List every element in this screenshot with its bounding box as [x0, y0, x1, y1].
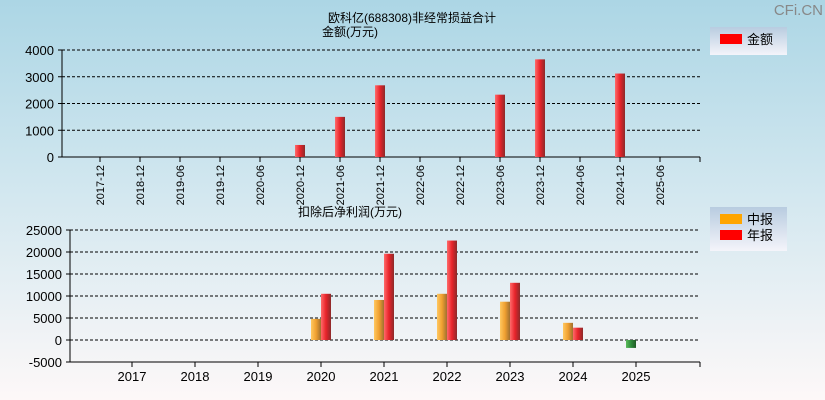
- x-tick-label: 2022: [433, 369, 462, 384]
- bar-2023-年报: [510, 282, 520, 340]
- chart1-title: 欧科亿(688308)非经常损益合计: [328, 10, 496, 25]
- x-tick-label: 2021: [370, 369, 399, 384]
- x-tick-label: 2020-06: [255, 165, 267, 205]
- legend-swatch: [720, 34, 742, 44]
- legend-swatch: [720, 214, 742, 224]
- chart2: -5000 0 5000 10000 15000 20000 25000 2017 2018 20…: [26, 207, 787, 384]
- bar-2021-06-金额: [335, 116, 345, 157]
- x-tick-label: 2021-06: [335, 165, 347, 205]
- y-tick-label: 20000: [26, 245, 62, 260]
- x-tick-label: 2019-12: [215, 165, 227, 205]
- bar-2024-年报: [573, 327, 583, 340]
- y-tick-label: 1000: [25, 123, 54, 138]
- x-tick-label: 2023-06: [495, 165, 507, 205]
- x-tick-label: 2024-06: [575, 165, 587, 205]
- bar-2020-年报: [321, 293, 331, 340]
- bar-2020-中报: [311, 318, 321, 340]
- bar-2021-年报: [384, 253, 394, 340]
- x-tick-label: 2023: [496, 369, 525, 384]
- x-tick-label: 2022-12: [455, 165, 467, 205]
- x-tick-label: 2025: [622, 369, 651, 384]
- watermark: CFi.CN: [774, 2, 823, 19]
- chart1-subtitle: 金额(万元): [322, 24, 378, 39]
- x-tick-label: 2019-06: [175, 165, 187, 205]
- x-tick-label: 2017-12: [95, 165, 107, 205]
- bar-2023-06-金额: [495, 94, 505, 157]
- y-tick-label: 0: [55, 333, 62, 348]
- y-tick-label: -5000: [29, 355, 62, 370]
- bar-2020-12-金额: [295, 144, 305, 157]
- x-tick-label: 2022-06: [415, 165, 427, 205]
- bar-2021-中报: [374, 299, 384, 340]
- chart2-title: 扣除后净利润(万元): [298, 204, 402, 219]
- chart1: 0 1000 2000 3000 4000 2017-12 2018-12 2019-06 20…: [25, 27, 787, 205]
- x-tick-label: 2023-12: [535, 165, 547, 205]
- y-tick-label: 4000: [25, 43, 54, 58]
- x-tick-label: 2025-06: [655, 165, 667, 205]
- legend-label: 金额: [747, 32, 773, 47]
- legend-swatch: [720, 230, 742, 240]
- x-tick-label: 2018: [181, 369, 210, 384]
- bar-2024-中报: [563, 322, 573, 340]
- x-tick-label: 2021-12: [375, 165, 387, 205]
- x-tick-label: 2020: [307, 369, 336, 384]
- bar-2024-12-金额: [615, 73, 625, 157]
- bar-2023-中报: [500, 301, 510, 340]
- x-tick-label: 2024: [559, 369, 588, 384]
- x-tick-label: 2024-12: [615, 165, 627, 205]
- legend-label: 中报: [747, 212, 773, 227]
- y-tick-label: 15000: [26, 267, 62, 282]
- x-tick-label: 2019: [244, 369, 273, 384]
- bar-2023-12-金额: [535, 59, 545, 157]
- y-tick-label: 25000: [26, 223, 62, 238]
- x-tick-label: 2020-12: [295, 165, 307, 205]
- y-tick-label: 5000: [33, 311, 62, 326]
- bar-2025-中报: [626, 340, 636, 348]
- bar-2022-中报: [437, 293, 447, 340]
- y-tick-label: 10000: [26, 289, 62, 304]
- x-tick-label: 2018-12: [135, 165, 147, 205]
- bar-2021-12-金额: [375, 85, 385, 157]
- y-tick-label: 0: [47, 150, 54, 165]
- y-tick-label: 3000: [25, 70, 54, 85]
- bar-2022-年报: [447, 240, 457, 340]
- legend-label: 年报: [747, 228, 773, 243]
- y-tick-label: 2000: [25, 97, 54, 112]
- x-tick-label: 2017: [118, 369, 147, 384]
